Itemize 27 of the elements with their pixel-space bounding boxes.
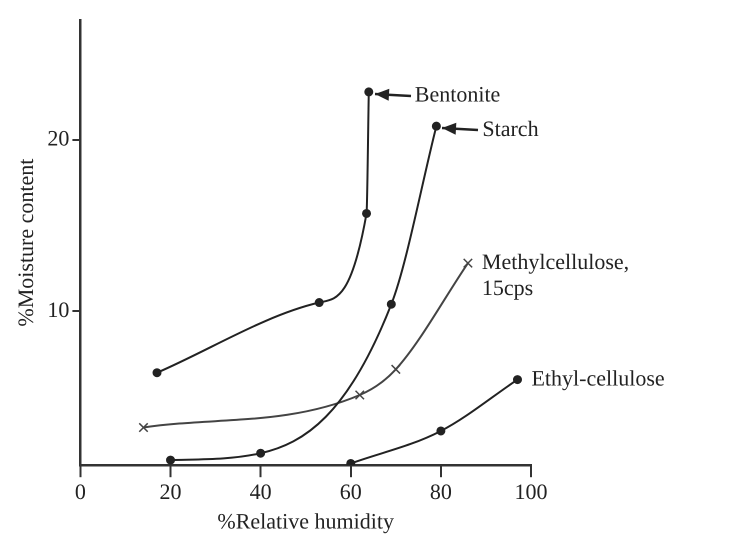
point [314,298,324,308]
x-tick-label: 40 [250,479,272,504]
point [462,258,473,268]
x-tick-label: 20 [160,479,182,504]
x-tick-label: 60 [340,479,362,504]
point [390,364,401,374]
x-tick-label: 100 [514,479,548,504]
point [362,208,372,218]
point [166,456,176,465]
point [386,300,396,309]
y-axis-title: %Moisture content [12,158,38,327]
point [432,122,441,131]
annotation: Bentonite [414,82,500,107]
y-tick-label: 10 [47,296,70,322]
annotation: Starch [482,116,539,141]
point [138,422,148,433]
point [364,87,374,96]
series-label: Methylcellulose, 15cps [482,248,630,300]
x-tick-label: 80 [430,479,452,504]
point [354,390,365,400]
point [256,448,266,458]
point [152,368,162,378]
point [512,375,522,384]
point [436,426,446,436]
x-axis-title: %Relative humidity [217,508,394,534]
series-label: Ethyl-cellulose [531,365,665,390]
x-tick-label: 0 [74,479,86,504]
